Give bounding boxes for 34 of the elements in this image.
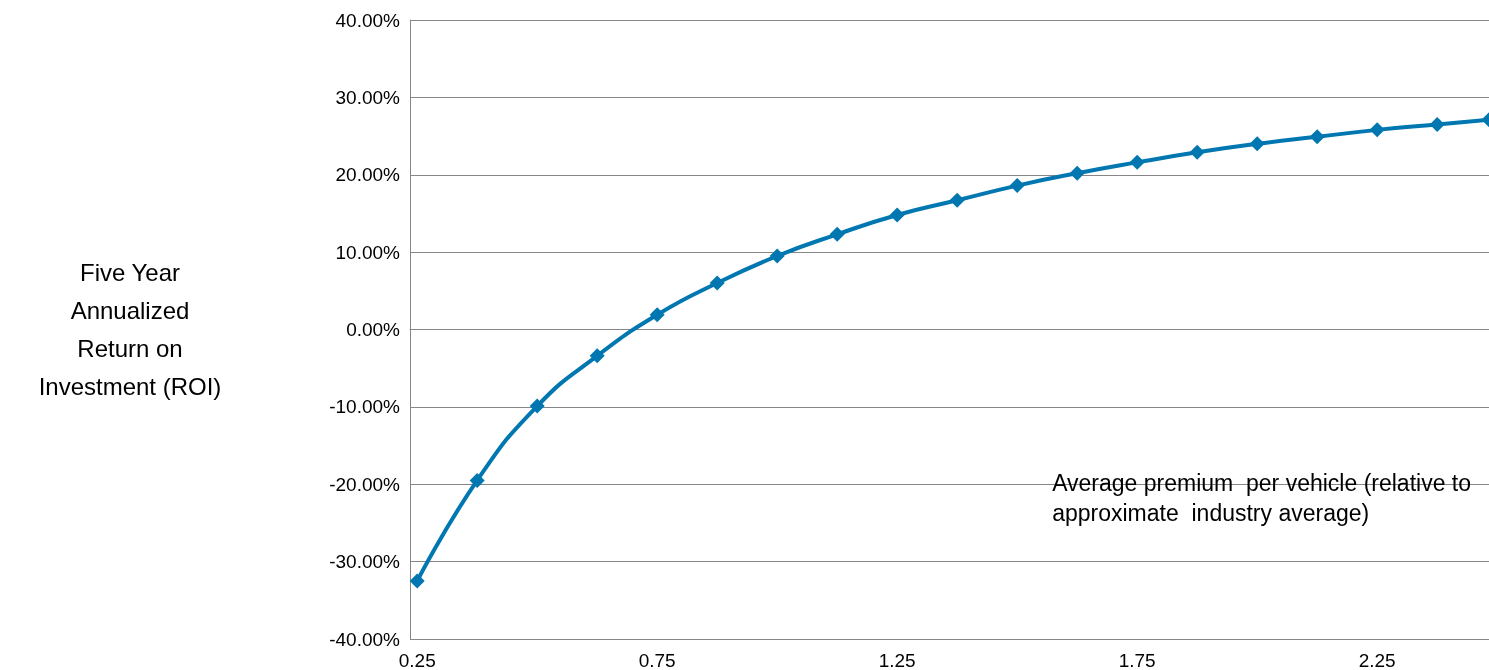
- y-tick-label: 20.00%: [335, 164, 401, 186]
- point: [1309, 129, 1325, 145]
- point: [769, 248, 785, 264]
- point: [649, 307, 665, 323]
- x-tick-label: 1.75: [1118, 650, 1156, 670]
- point: [529, 398, 545, 414]
- x-axis-title: Average premium per vehicle (relative to approximate industry average): [1052, 470, 1471, 526]
- point: [469, 472, 485, 488]
- y-tick-label: 30.00%: [335, 86, 401, 108]
- point: [829, 226, 845, 242]
- y-tick-label: -20.00%: [329, 473, 401, 495]
- y-tick-label: -40.00%: [329, 628, 401, 650]
- point: [1189, 144, 1205, 160]
- y-tick-label: -30.00%: [329, 551, 401, 573]
- x-tick-label: 0.75: [638, 650, 676, 670]
- point: [1069, 165, 1085, 181]
- point: [1249, 136, 1265, 152]
- point: [1009, 178, 1025, 194]
- x-tick-label: 1.25: [878, 650, 916, 670]
- point: [949, 192, 965, 208]
- x-tick-label: 2.25: [1358, 650, 1396, 670]
- point: [709, 275, 725, 291]
- point: [409, 573, 425, 589]
- point: [1369, 122, 1385, 138]
- y-tick-label: 10.00%: [335, 241, 401, 263]
- point: [589, 348, 605, 364]
- point: [1429, 116, 1445, 132]
- y-tick-label: 40.00%: [335, 9, 401, 31]
- point: [889, 207, 905, 223]
- y-tick-label: 0.00%: [346, 319, 401, 340]
- y-axis-title: Five Year Annualized Return on Investment (ROI): [38, 259, 222, 400]
- y-tick-label: -10.00%: [329, 396, 401, 418]
- point: [1129, 154, 1145, 170]
- x-tick-label: 0.25: [398, 650, 436, 670]
